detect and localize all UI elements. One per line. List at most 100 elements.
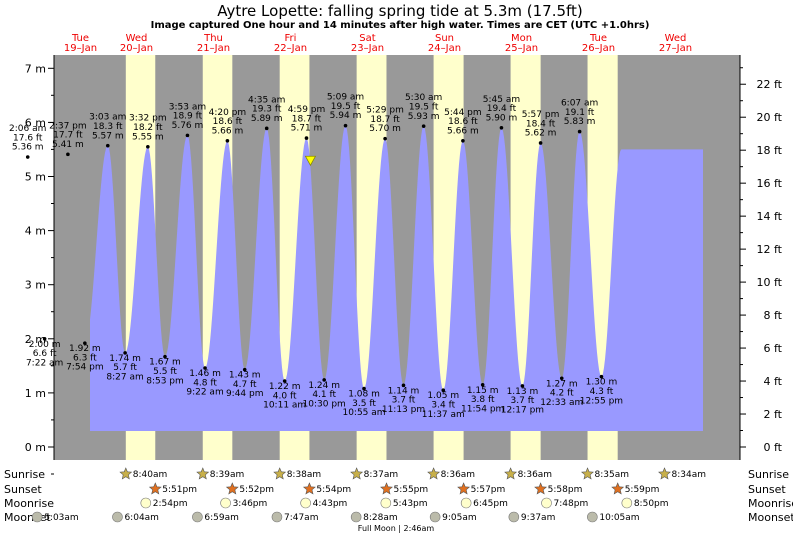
low-tide-label: 1.05 m <box>427 391 459 401</box>
low-tide-dot <box>559 376 564 381</box>
day-label-dow: Wed <box>665 33 687 44</box>
low-tide-label: 1.27 m <box>546 379 578 389</box>
low-tide-label: 3.4 ft <box>431 400 455 410</box>
low-tide-dot <box>480 382 485 387</box>
sunset-icon <box>457 482 471 495</box>
high-tide-label: 18.7 ft <box>370 115 400 125</box>
sunrise-time: 8:37am <box>364 470 399 480</box>
low-tide-label: 1.14 m <box>388 386 420 396</box>
sunrise-icon <box>350 467 364 480</box>
high-tide-dot <box>343 123 348 128</box>
low-tide-label: 4.1 ft <box>312 390 336 400</box>
moonset-icon <box>112 511 123 523</box>
low-tide-dot <box>83 341 87 345</box>
day-label-date: 27–Jan <box>659 43 692 54</box>
day-label-date: 26–Jan <box>582 43 615 54</box>
sunrise-icon <box>119 467 133 480</box>
moonrise-time: 6:45pm <box>473 499 508 509</box>
sunset-icon <box>148 482 162 495</box>
high-tide-dot <box>225 138 230 143</box>
axes: 0 m 1 m 2 m 3 m 4 m 5 m 6 m 7 m 0 ft 2 ft 4 ft 6 ft… <box>25 55 783 475</box>
high-tide-dot <box>383 136 387 141</box>
low-tide-label: 2.00 m <box>29 340 61 350</box>
high-tide-label: 18.4 ft <box>526 119 556 129</box>
high-tide-label: 5.76 m <box>172 121 204 131</box>
day-label-date: 23–Jan <box>351 43 384 54</box>
row-label-right: Moonset <box>748 511 793 524</box>
high-tide-dot <box>421 124 426 128</box>
low-tide-dot <box>163 354 167 359</box>
chart-title: Aytre Lopette: falling spring tide at 5.… <box>217 2 583 20</box>
moon-phase-note: Full Moon | 2:46am <box>358 524 435 533</box>
left-tick-label: 7 m <box>25 62 46 75</box>
high-tide-dot <box>264 126 269 131</box>
moonset-time: 6:59am <box>204 513 239 523</box>
moonrise-time: 8:50pm <box>634 499 669 509</box>
moonset-icon <box>350 511 362 523</box>
day-label-date: 21–Jan <box>197 43 230 54</box>
right-tick-label: 20 ft <box>757 111 783 124</box>
high-tide-label: 3:32 pm <box>129 114 167 124</box>
moonrise-time: 3:46pm <box>233 499 268 509</box>
high-tide-label: 5:45 am <box>483 95 520 105</box>
low-tide-label: 1.22 m <box>269 382 301 392</box>
high-tide-dot <box>577 129 582 134</box>
left-tick-label: 6 m <box>25 116 46 129</box>
high-tide-label: 3:53 am <box>169 102 206 112</box>
moonset-time: 8:28am <box>363 513 398 523</box>
right-tick-label: 6 ft <box>764 342 783 355</box>
sunrise-icon <box>658 467 671 480</box>
moonset-time: 5:03am <box>44 513 79 523</box>
moonrise-icon <box>380 497 392 509</box>
row-label-left: Sunset <box>4 483 42 496</box>
low-tide-label: 1.67 m <box>149 358 181 368</box>
high-tide-label: 17.7 ft <box>53 131 83 141</box>
high-tide-label: 4:59 pm <box>288 105 326 115</box>
high-tide-label: 18.7 ft <box>292 114 322 124</box>
low-tide-label: 12:55 pm <box>580 396 623 406</box>
low-tide-label: 11:13 pm <box>382 405 425 415</box>
high-tide-label: 19.3 ft <box>252 105 282 115</box>
moonset-icon <box>508 511 520 523</box>
high-tide-label: 5.66 m <box>447 126 479 136</box>
high-tide-label: 5:44 pm <box>444 108 482 118</box>
high-tide-label: 19.5 ft <box>331 102 361 112</box>
day-label-date: 19–Jan <box>64 43 97 54</box>
high-tide-label: 5.89 m <box>251 114 283 124</box>
high-tide-label: 18.2 ft <box>133 123 163 133</box>
low-tide-dot <box>599 374 604 379</box>
low-tide-label: 4.7 ft <box>233 380 257 390</box>
low-tide-label: 12:33 am <box>540 398 583 408</box>
low-tide-dot <box>42 337 47 341</box>
low-tide-dot <box>322 378 326 382</box>
high-tide-label: 5:57 pm <box>522 110 560 120</box>
moonset-time: 6:04am <box>124 513 159 523</box>
low-tide-label: 10:30 pm <box>303 400 346 410</box>
high-tide-label: 5.41 m <box>52 140 84 150</box>
high-tide-label: 5:30 am <box>405 93 442 103</box>
low-tide-label: 1.74 m <box>109 354 141 364</box>
low-tide-label: 8:27 am <box>106 372 143 382</box>
low-tide-label: 5.5 ft <box>153 367 177 377</box>
sunset-time: 5:58pm <box>548 485 583 495</box>
low-tide-label: 6.3 ft <box>73 353 97 363</box>
low-tide-dot <box>520 384 525 388</box>
low-tide-label: 7:22 am <box>26 358 63 368</box>
high-tide-label: 5.55 m <box>132 132 164 142</box>
moonrise-time: 7:48pm <box>554 499 589 509</box>
low-tide-label: 11:54 pm <box>461 404 504 414</box>
low-tide-label: 3.7 ft <box>392 396 416 406</box>
sunset-time: 5:55pm <box>393 485 428 495</box>
moonset-time: 9:05am <box>442 513 477 523</box>
sunset-time: 5:59pm <box>625 485 660 495</box>
low-tide-label: 6.6 ft <box>33 349 57 359</box>
high-tide-label: 5.83 m <box>564 117 596 127</box>
low-tide-label: 7:54 pm <box>66 363 104 373</box>
tide-area <box>90 126 703 431</box>
day-label-dow: Mon <box>511 33 532 44</box>
low-tide-label: 1.30 m <box>586 378 618 388</box>
moonrise-icon <box>541 497 552 509</box>
low-tide-label: 4.8 ft <box>193 378 217 388</box>
row-label-right: Sunset <box>748 483 786 496</box>
